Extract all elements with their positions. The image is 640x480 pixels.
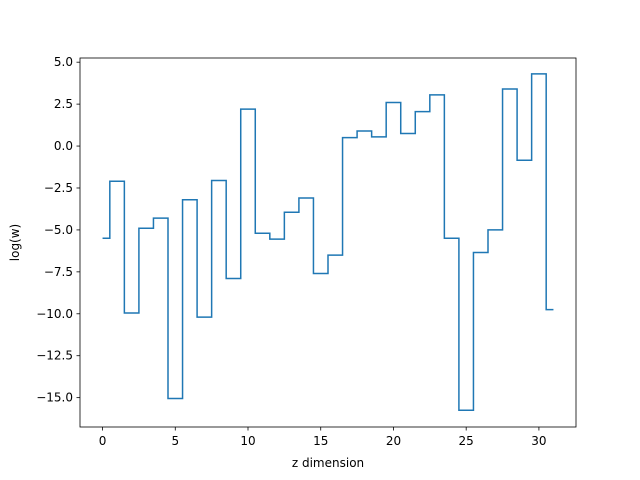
y-tick-label: 2.5 (54, 97, 73, 111)
plot-frame (79, 57, 577, 428)
x-axis: 0 5 10 15 20 25 30 (99, 427, 547, 448)
x-tick-label: 20 (386, 434, 401, 448)
x-tick-label: 0 (99, 434, 107, 448)
y-tick-label: −5.0 (44, 223, 73, 237)
y-tick-label: −12.5 (36, 349, 73, 363)
y-tick-label: 0.0 (54, 139, 73, 153)
x-tick-label: 10 (240, 434, 255, 448)
y-tick-label: 5.0 (54, 55, 73, 69)
y-tick-label: −2.5 (44, 181, 73, 195)
y-tick-label: −15.0 (36, 391, 73, 405)
y-axis: 5.0 2.5 0.0 −2.5 −5.0 −7.5 −10.0 −12.5 −15.0 (36, 55, 80, 405)
y-axis-label: log(w) (8, 224, 22, 261)
y-tick-label: −10.0 (36, 307, 73, 321)
x-tick-label: 30 (531, 434, 546, 448)
x-tick-label: 15 (313, 434, 328, 448)
series-layer (102, 73, 554, 411)
series-line-0 (102, 73, 554, 411)
x-tick-label: 25 (459, 434, 474, 448)
y-tick-label: −7.5 (44, 265, 73, 279)
x-axis-label: z dimension (292, 456, 364, 470)
x-tick-label: 5 (171, 434, 179, 448)
